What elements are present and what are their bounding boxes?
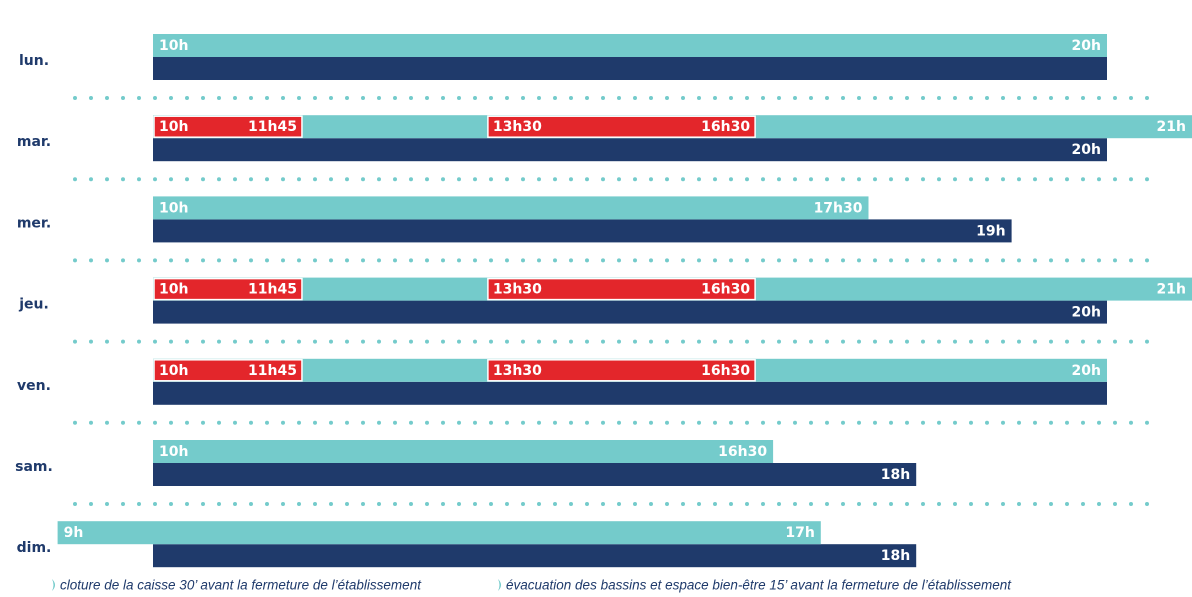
closing-time: 18h	[881, 467, 910, 483]
closing-time: 19h	[976, 223, 1005, 239]
slot-start: 10h	[159, 282, 188, 298]
closing-bar	[153, 463, 916, 486]
slot-end: 16h30	[701, 119, 750, 135]
schedule: cloture de la caisse 30’ avant la fermet…	[0, 0, 1192, 597]
day-label: ven.	[17, 378, 51, 394]
open-bar	[153, 196, 869, 219]
closing-bar	[153, 219, 1012, 242]
close-time: 21h	[1157, 282, 1186, 298]
slot-end: 11h45	[248, 363, 297, 379]
open-bar	[58, 521, 821, 544]
slot-start: 13h30	[493, 119, 542, 135]
closing-bar	[153, 301, 1107, 324]
note: cloture de la caisse 30’ avant la fermet…	[60, 578, 422, 593]
day-label: jeu.	[18, 297, 49, 313]
day-label: sam.	[15, 459, 53, 475]
slot-start: 10h	[159, 363, 188, 379]
close-time: 21h	[1157, 119, 1186, 135]
close-time: 20h	[1072, 363, 1101, 379]
closing-bar	[153, 57, 1107, 80]
open-time: 10h	[159, 200, 188, 216]
slot-end: 16h30	[701, 363, 750, 379]
slot-end: 16h30	[701, 282, 750, 298]
close-time: 17h	[785, 525, 814, 541]
slot-end: 11h45	[248, 119, 297, 135]
open-time: 10h	[159, 38, 188, 54]
closing-time: 20h	[1072, 305, 1101, 321]
day-label: mer.	[17, 215, 51, 231]
slot-start: 13h30	[493, 363, 542, 379]
close-time: 16h30	[718, 444, 767, 460]
open-bar	[153, 440, 773, 463]
day-label: dim.	[17, 540, 52, 556]
closing-bar	[153, 138, 1107, 161]
day-label: mar.	[17, 134, 51, 150]
closing-bar	[153, 544, 916, 567]
note: évacuation des bassins et espace bien-êt…	[506, 578, 1012, 593]
bullet	[498, 579, 501, 591]
open-time: 10h	[159, 444, 188, 460]
close-time: 20h	[1072, 38, 1101, 54]
closing-bar	[153, 382, 1107, 405]
closing-time: 20h	[1072, 142, 1101, 158]
bullet	[52, 579, 55, 591]
day-label: lun.	[19, 53, 49, 69]
open-bar	[153, 34, 1107, 57]
slot-end: 11h45	[248, 282, 297, 298]
slot-start: 10h	[159, 119, 188, 135]
open-time: 9h	[64, 525, 84, 541]
close-time: 17h30	[814, 200, 863, 216]
closing-time: 18h	[881, 548, 910, 564]
slot-start: 13h30	[493, 282, 542, 298]
